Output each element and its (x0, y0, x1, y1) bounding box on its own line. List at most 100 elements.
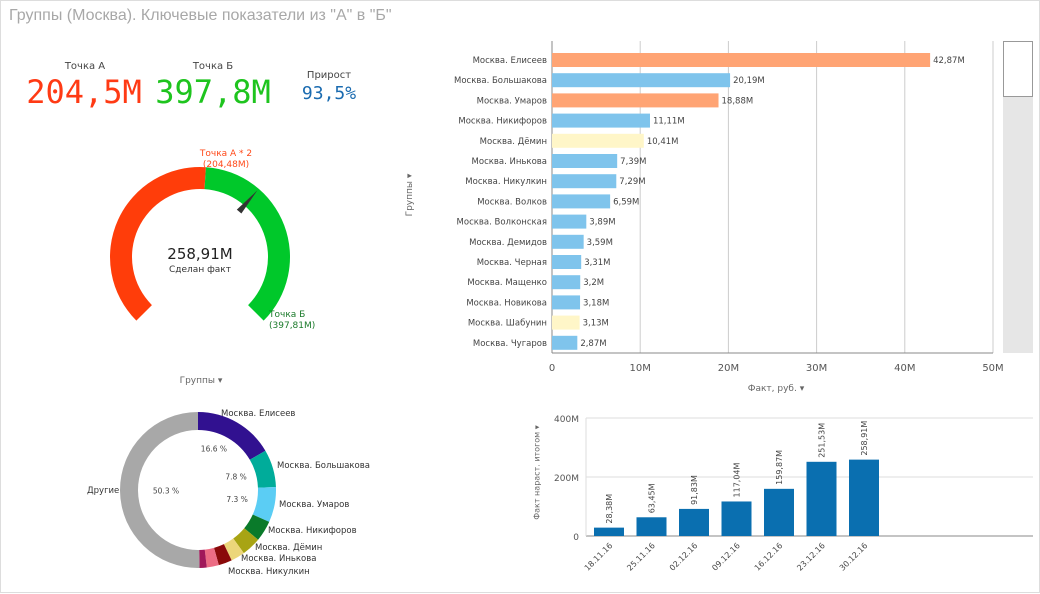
hbar-bar (552, 73, 731, 88)
donut-slice-label: Москва. Никифоров (268, 526, 357, 536)
hbar-data-label: 20,19M (733, 76, 765, 86)
hbar-measure-label[interactable]: Факт, руб. ▾ (747, 384, 805, 394)
vbar-bar (679, 508, 709, 536)
hbar-bar (552, 194, 611, 209)
vbar-data-label: 63,45M (648, 483, 657, 513)
donut-slice (199, 549, 207, 568)
hbar-category-label: Москва. Умаров (477, 96, 547, 106)
hbar-data-label: 10,41M (647, 137, 679, 147)
scrollbar-thumb[interactable] (1003, 41, 1033, 97)
kpi-b-value: 397,8M (155, 73, 271, 111)
hbar-data-label: 42,87M (933, 56, 965, 66)
kpi-a-value: 204,5M (26, 73, 142, 111)
vbar-category-label: 16.12.16 (753, 541, 785, 573)
donut-slice-label: Москва. Елисеев (221, 409, 295, 419)
donut-percent-label: 16.6 % (201, 444, 227, 453)
vbar-data-label: 28,38M (605, 494, 614, 524)
vbar-tick-label: 400M (554, 415, 579, 425)
kpi-b-label: Точка Б (192, 61, 234, 72)
vbar-data-label: 258,91M (860, 421, 869, 456)
cumulative-bar-chart: 0 200M 400M 28,38M 18.11.16 63,45M 25.11.16 91,… (554, 415, 1033, 573)
hbar-bar (552, 53, 931, 67)
donut-slice (252, 487, 276, 522)
gauge-high-segment (204, 167, 291, 321)
vbar-data-label: 117,04M (733, 462, 742, 497)
hbar-category-label: Москва. Демидов (469, 238, 547, 248)
vbar-category-label: 02.12.16 (668, 541, 700, 573)
hbar-data-label: 6,59M (613, 197, 639, 207)
hbar-dimension-label[interactable]: Группы ▾ (405, 173, 415, 217)
hbar-data-label: 2,87M (580, 339, 606, 349)
hbar-bar (552, 133, 644, 148)
hbar-category-label: Москва. Елисеев (473, 56, 547, 66)
vbar-data-label: 251,53M (818, 423, 827, 458)
hbar-data-label: 3,2M (583, 278, 604, 288)
horizontal-bar-chart: 0 10M 20M 30M 40M 50M Москва. Елисеев 42,87M Мос… (454, 41, 1004, 374)
vbar-bar (636, 517, 667, 536)
hbar-bar (552, 113, 650, 128)
hbar-category-label: Москва. Черная (477, 258, 547, 268)
hbar-bar (552, 234, 584, 249)
donut-percent-label: 7.8 % (225, 473, 246, 482)
hbar-data-label: 18,88M (722, 96, 754, 106)
hbar-category-label: Москва. Мащенко (467, 278, 547, 288)
kpi-a-label: Точка А (64, 61, 106, 72)
hbar-data-label: 7,29M (619, 177, 645, 187)
hbar-tick-label: 20M (718, 363, 739, 374)
vbar-category-label: 30.12.16 (838, 541, 870, 573)
gauge-value: 258,91M (167, 245, 232, 263)
gauge-threshold-value: (204,48M) (203, 160, 249, 170)
hbar-category-label: Москва. Шабунин (468, 319, 547, 329)
donut-slice (249, 450, 276, 488)
hbar-category-label: Москва. Новикова (466, 298, 547, 308)
hbar-data-label: 3,89M (589, 218, 615, 228)
vbar-tick-label: 0 (573, 533, 579, 543)
hbar-category-label: Москва. Чугаров (473, 339, 547, 349)
hbar-category-label: Москва. Никифоров (458, 117, 547, 127)
vbar-bar (806, 461, 837, 536)
gauge-end-label: Точка Б (268, 310, 305, 320)
hbar-bar (552, 154, 618, 168)
hbar-category-label: Москва. Инькова (472, 157, 547, 167)
kpi-growth-label: Прирост (306, 70, 352, 81)
donut-slice-label: Москва. Никулкин (228, 567, 310, 577)
hbar-category-label: Москва. Большакова (454, 76, 547, 86)
donut-slice-label: Москва. Инькова (241, 554, 316, 564)
hbar-tick-label: 10M (630, 363, 651, 374)
hbar-data-label: 3,59M (587, 238, 613, 248)
vbar-bar (849, 459, 879, 536)
gauge-low-segment (109, 166, 206, 321)
vbar-measure-label[interactable]: Факт нараст. итогом ▾ (532, 425, 542, 520)
vbar-category-label: 18.11.16 (583, 541, 615, 573)
hbar-bar (552, 335, 578, 350)
donut-slice (198, 412, 266, 460)
vbar-tick-label: 200M (554, 474, 579, 484)
hbar-bar (552, 174, 617, 189)
hbar-bar (552, 255, 582, 269)
donut-chart: 16.6 % Москва. Елисеев 7.8 % Москва. Больша… (87, 409, 370, 577)
hbar-category-label: Москва. Дёмин (480, 137, 547, 147)
donut-percent-label: 7.3 % (226, 495, 247, 504)
gauge-threshold-label: Точка А * 2 (199, 149, 252, 159)
hbar-scrollbar[interactable] (1003, 41, 1033, 353)
donut-slice-label: Москва. Дёмин (255, 543, 322, 553)
vbar-bar (764, 488, 794, 536)
hbar-data-label: 7,39M (620, 157, 646, 167)
vbar-bar (594, 527, 624, 536)
kpi-growth-value: 93,5% (301, 83, 357, 104)
donut-dimension-label[interactable]: Группы ▾ (179, 376, 223, 386)
gauge-end-value: (397,81M) (269, 321, 315, 331)
hbar-tick-label: 0 (549, 363, 555, 374)
donut-slice (120, 412, 200, 568)
gauge: 258,91M Сделан факт Точка А * 2(204,48M) То… (109, 149, 315, 331)
vbar-data-label: 159,87M (775, 450, 784, 485)
hbar-bar (552, 315, 580, 330)
hbar-tick-label: 50M (982, 363, 1003, 374)
hbar-tick-label: 40M (894, 363, 915, 374)
donut-percent-label: 50.3 % (153, 486, 179, 495)
hbar-tick-label: 30M (806, 363, 827, 374)
vbar-category-label: 09.12.16 (710, 541, 742, 573)
gauge-value-label: Сделан факт (169, 265, 231, 275)
donut-slice-label: Москва. Большакова (277, 461, 370, 471)
